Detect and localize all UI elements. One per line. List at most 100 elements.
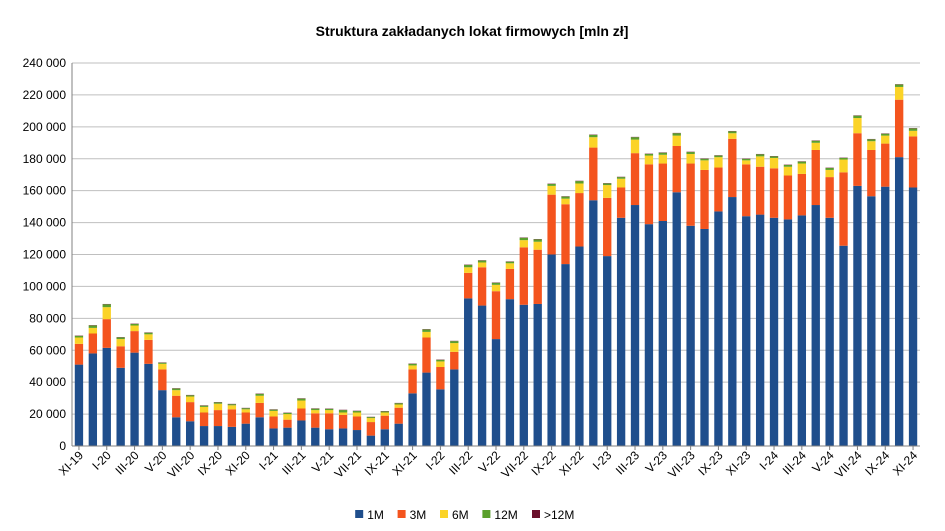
bar-segment-1M-III-20	[130, 352, 139, 446]
bar-segment-3M-III-22	[464, 272, 473, 299]
bar-segment-12M-V-23	[658, 152, 667, 155]
bar-segment-1M-V-24	[825, 217, 834, 446]
bar-segment-3M-X-23	[728, 138, 737, 198]
bar-segment-12M-IV-24	[811, 140, 820, 143]
bar-segment-12M-II-24	[783, 164, 793, 167]
bar-segment-3M-X-22	[561, 204, 570, 265]
bar-segment-1M-VII-20	[185, 421, 195, 446]
bar-segment-1M-VIII-20	[199, 426, 209, 446]
bar-segment-1M-III-24	[797, 215, 807, 446]
bar-segment-12M-VIII-21	[366, 417, 376, 419]
bar-segment-12M-VI-23	[672, 133, 681, 136]
bar-segment-6M-II-22	[450, 343, 459, 352]
bar-segment-1M-III-21	[297, 420, 306, 446]
bar-segment-3M-X-21	[394, 407, 403, 424]
bar-segment-1M-I-23	[603, 256, 612, 446]
bar-segment-3M-XI-24	[908, 136, 918, 188]
bar-segment-3M-V-21	[325, 413, 334, 430]
bar-segment-1M-IX-24	[881, 186, 890, 446]
y-tick-label: 160 000	[23, 184, 67, 198]
bar-segment-6M-IX-22	[547, 185, 556, 195]
bar-segment-1M-II-23	[616, 217, 626, 446]
bar-segment-1M-XI-24	[908, 187, 918, 446]
bar-segment-3M-VII-24	[853, 133, 862, 186]
bar-segment-6M-V-21	[325, 410, 334, 414]
bar-segment-1M-XII-21	[422, 372, 431, 446]
bar-segment-12M-XII-19	[88, 325, 98, 328]
bar-segment-12M-III-20	[130, 323, 139, 326]
bar-segment-12M-III-23	[630, 137, 640, 140]
bar-segment-1M-I-20	[102, 347, 111, 446]
bar-segment-1M-VII-22	[519, 304, 528, 446]
bar-segment-12M-VI-20	[172, 388, 181, 391]
bar-segment-6M-VIII-23	[700, 160, 709, 170]
bar-segment-3M-IV-23	[644, 164, 654, 225]
bar-segment-3M-IX-21	[380, 415, 389, 430]
bar-segment-12M-IX-22	[547, 183, 556, 186]
bar-segment-12M-I-22	[436, 359, 445, 362]
bar-segment-12M-II-22	[450, 341, 459, 344]
legend: 1M 3M 6M 12M >12M	[355, 508, 574, 522]
bar-segment-3M-IX-20	[213, 410, 223, 427]
legend-swatch-6M	[440, 510, 448, 518]
bar-segment-1M-II-24	[783, 219, 793, 446]
bar-segment-1M-XI-21	[408, 393, 417, 446]
bar-segment-3M-XI-22	[575, 193, 584, 247]
bar-segment-12M-II-23	[616, 177, 626, 179]
bar-segment-3M-VI-20	[172, 395, 181, 418]
bar-segment-1M-IX-23	[714, 211, 723, 446]
bar-segment-1M-VI-20	[172, 417, 181, 446]
bar-segment-3M-I-20	[102, 319, 111, 348]
bar-segment-3M-III-20	[130, 331, 139, 353]
bar-segment-12M-IX-20	[213, 402, 223, 404]
bar-segment-6M-IV-24	[811, 142, 820, 150]
bar-segment-12M-VIII-24	[867, 139, 876, 142]
bar-segment-12M-V-21	[325, 408, 334, 411]
bar-segment-1M-X-21	[394, 423, 403, 446]
bar-segment-3M-V-23	[658, 163, 667, 221]
bar-segment-3M-IV-21	[311, 413, 320, 428]
bar-segment-3M-VI-21	[338, 414, 348, 429]
bar-segment-6M-XI-19	[74, 337, 84, 344]
bar-segment-1M-X-22	[561, 264, 570, 446]
bar-segment-6M-X-24	[894, 86, 904, 100]
bar-segment-3M-VI-23	[672, 145, 681, 193]
bar-segment-1M-VIII-22	[533, 303, 542, 446]
bars-group	[74, 84, 918, 446]
bar-segment-6M-II-23	[616, 178, 626, 188]
bar-segment-12M-IV-20	[144, 332, 153, 335]
bar-segment-12M-VII-23	[686, 152, 695, 154]
bar-segment-1M-VI-24	[839, 245, 848, 446]
y-tick-label: 240 000	[23, 56, 67, 70]
bar-segment-1M-IV-20	[144, 363, 153, 446]
legend-label: 1M	[367, 508, 384, 522]
bar-segment-6M-XII-21	[422, 331, 431, 338]
bar-segment-1M-I-24	[769, 217, 779, 446]
bar-segment-12M-XI-19	[74, 335, 84, 338]
bar-segment-12M-XI-22	[575, 181, 584, 184]
bar-segment-12M-VI-24	[839, 157, 848, 160]
bar-segment-12M-X-22	[561, 196, 570, 199]
y-tick-label: 20 000	[29, 407, 66, 421]
bar-segment-3M-V-20	[158, 369, 167, 391]
bar-segment-6M-I-23	[603, 185, 612, 198]
bar-segment-1M-X-24	[894, 157, 904, 446]
bar-segment-3M-IV-20	[144, 339, 153, 364]
y-tick-label: 220 000	[23, 88, 67, 102]
bar-segment-12M-IX-24	[881, 133, 890, 136]
bar-segment-6M-V-20	[158, 363, 167, 370]
bar-segment-12M-II-20	[116, 337, 125, 340]
bar-segment-1M-IV-24	[811, 205, 820, 446]
bar-segment-6M-XII-22	[589, 137, 598, 148]
bar-segment-3M-XI-19	[74, 343, 84, 365]
bar-segment-6M-III-24	[797, 163, 807, 174]
bar-segment-1M-VI-22	[505, 299, 515, 446]
bar-segment-3M-V-24	[825, 177, 834, 218]
bar-segment-3M-I-24	[769, 168, 779, 218]
bar-segment-6M-V-23	[658, 154, 667, 164]
bar-segment-1M-IX-22	[547, 254, 556, 446]
bar-segment-12M-X-20	[227, 404, 237, 406]
bar-segment-6M-X-22	[561, 198, 570, 205]
bar-segment-6M-III-20	[130, 325, 139, 332]
y-tick-label: 200 000	[23, 120, 67, 134]
